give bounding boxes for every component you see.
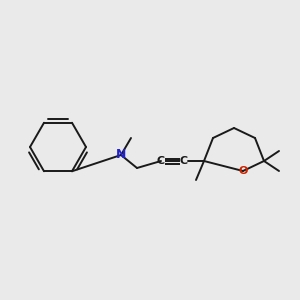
Text: C: C — [157, 156, 165, 166]
Text: C: C — [180, 156, 188, 166]
Text: N: N — [116, 148, 126, 161]
Text: O: O — [238, 166, 248, 176]
